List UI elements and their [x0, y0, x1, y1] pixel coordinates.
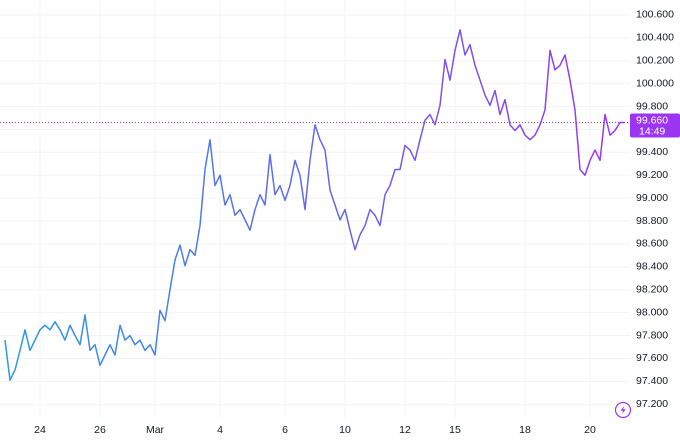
y-tick-label: 98.600 — [636, 238, 668, 250]
x-tick-label: 10 — [339, 424, 351, 436]
grid — [0, 0, 630, 418]
last-price-label: 99.660 — [636, 114, 668, 126]
plot-area — [0, 29, 630, 381]
y-tick-label: 100.200 — [636, 54, 674, 66]
y-tick-label: 99.200 — [636, 169, 668, 181]
x-tick-label: 6 — [282, 424, 288, 436]
last-price-badge — [630, 113, 680, 138]
y-tick-label: 97.400 — [636, 375, 668, 387]
x-tick-label: Mar — [146, 424, 165, 436]
axes: 97.200 97.400 97.600 97.800 98.000 98.200 98.4… — [34, 9, 680, 436]
y-tick-label: 98.800 — [636, 215, 668, 227]
y-tick-label: 99.800 — [636, 100, 668, 112]
price-line — [4, 29, 625, 381]
y-tick-label: 98.000 — [636, 306, 668, 318]
x-tick-label: 18 — [519, 424, 531, 436]
y-tick-label: 97.800 — [636, 329, 668, 341]
y-tick-label: 100.400 — [636, 32, 674, 44]
y-tick-label: 100.000 — [636, 77, 674, 89]
last-time-label: 14:49 — [639, 125, 665, 137]
y-tick-label: 99.000 — [636, 192, 668, 204]
y-tick-label: 97.600 — [636, 352, 668, 364]
x-tick-label: 20 — [584, 424, 596, 436]
y-tick-label: 100.600 — [636, 9, 674, 21]
x-tick-label: 15 — [449, 424, 461, 436]
y-tick-label: 98.400 — [636, 261, 668, 273]
y-tick-label: 97.200 — [636, 398, 668, 410]
y-tick-label: 99.400 — [636, 146, 668, 158]
lightning-button[interactable] — [614, 401, 632, 419]
y-tick-label: 98.200 — [636, 284, 668, 296]
x-tick-label: 4 — [217, 424, 223, 436]
x-tick-label: 12 — [399, 424, 411, 436]
x-tick-label: 26 — [94, 424, 106, 436]
x-tick-label: 24 — [34, 424, 46, 436]
